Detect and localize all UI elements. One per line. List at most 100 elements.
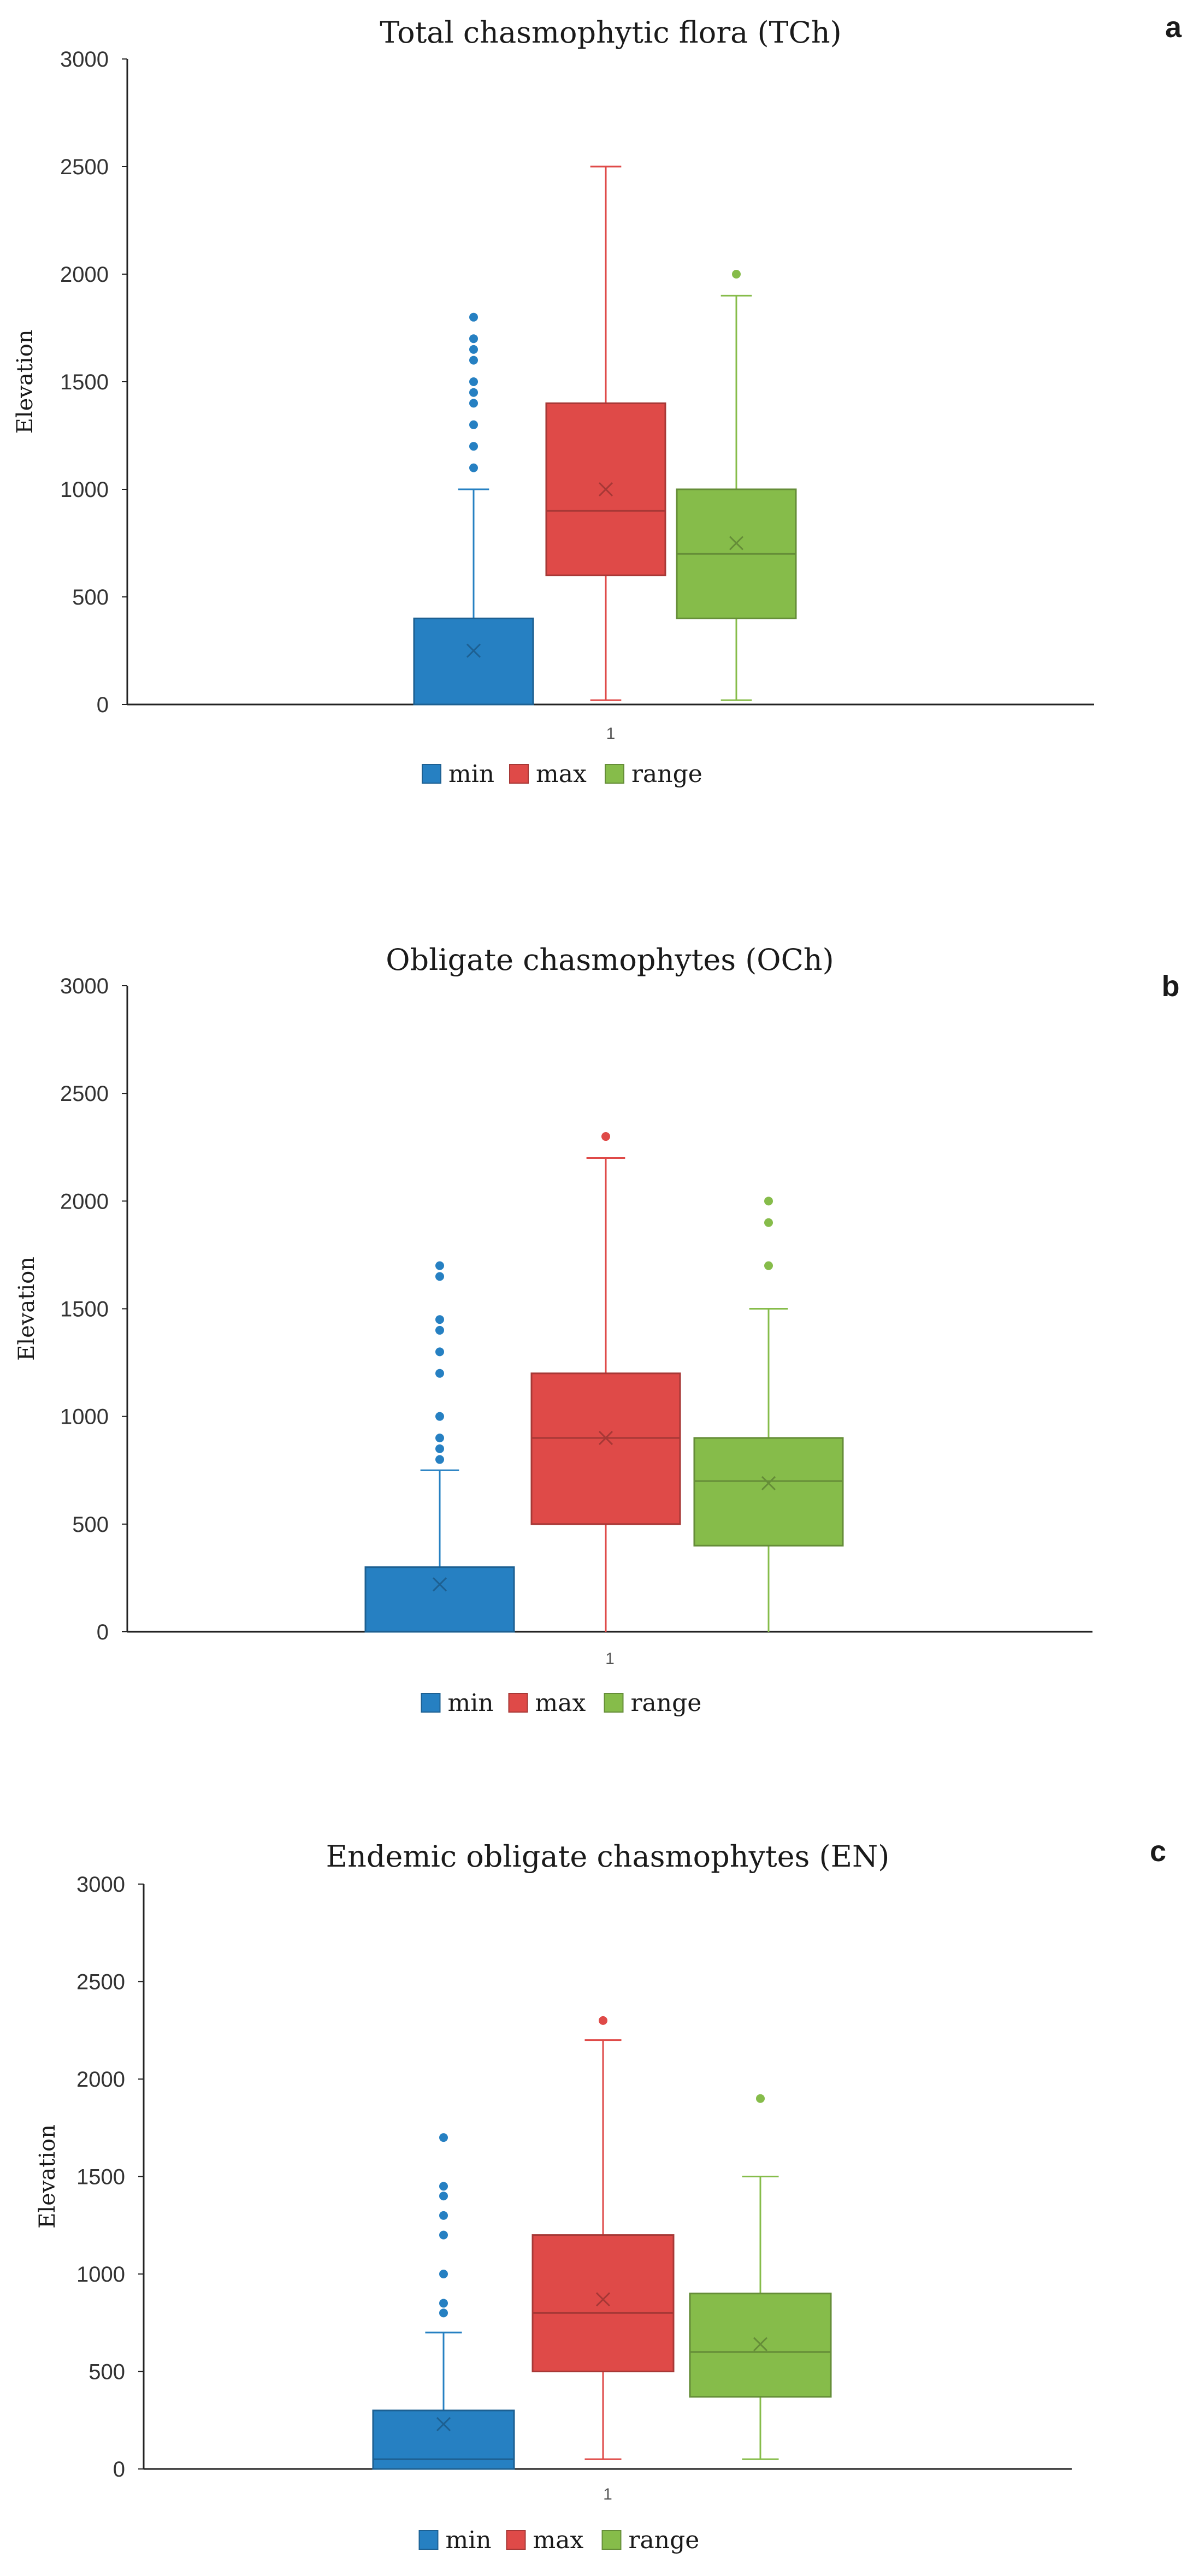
outlier-point bbox=[435, 1455, 444, 1464]
outlier-point bbox=[599, 2016, 607, 2025]
outlier-point bbox=[469, 442, 478, 451]
mean-marker bbox=[753, 2337, 768, 2352]
outlier-point bbox=[732, 270, 741, 279]
y-tick-label: 2500 bbox=[76, 1970, 125, 1994]
outlier-point bbox=[439, 2299, 448, 2308]
outlier-point bbox=[469, 388, 478, 397]
y-tick-label: 0 bbox=[113, 2457, 125, 2482]
boxplot-panel-c: Endemic obligate chasmophytes (EN) c Eleva… bbox=[35, 1835, 1166, 2554]
boxplot-panel-a: Total chasmophytic flora (TCh) a Elevation… bbox=[13, 11, 1182, 788]
legend-swatch-range bbox=[605, 764, 624, 784]
series-range bbox=[689, 2094, 832, 2460]
legend-label-max: max bbox=[535, 1689, 586, 1717]
legend-swatch-range bbox=[601, 2530, 622, 2550]
box-max bbox=[530, 1372, 681, 1525]
panel-label: c bbox=[1150, 1835, 1166, 1868]
mean-marker bbox=[598, 1431, 613, 1446]
panel-label: b bbox=[1162, 970, 1180, 1003]
outlier-point bbox=[469, 399, 478, 408]
y-tick-label: 500 bbox=[72, 585, 109, 609]
legend-swatch-max bbox=[508, 1693, 528, 1713]
legend-label-range: range bbox=[631, 760, 702, 788]
mean-marker bbox=[436, 2417, 451, 2431]
box-min bbox=[413, 617, 534, 706]
outlier-point bbox=[435, 1315, 444, 1324]
series-range bbox=[693, 1197, 844, 1632]
y-tick-label: 1000 bbox=[76, 2263, 125, 2287]
outlier-point bbox=[439, 2182, 448, 2191]
y-tick-label: 2500 bbox=[60, 155, 109, 179]
outlier-point bbox=[764, 1218, 773, 1227]
outlier-point bbox=[469, 463, 478, 472]
y-tick-label: 1000 bbox=[60, 478, 109, 502]
mean-marker bbox=[432, 1577, 447, 1592]
mean-marker bbox=[598, 482, 613, 497]
legend-swatch-min bbox=[422, 764, 441, 784]
series-max bbox=[530, 1132, 681, 1632]
legend-label-range: range bbox=[631, 1689, 702, 1717]
series-max bbox=[545, 165, 666, 701]
box-max bbox=[531, 2234, 675, 2373]
series-range bbox=[676, 270, 797, 701]
outlier-point bbox=[439, 2211, 448, 2220]
y-tick-label: 3000 bbox=[76, 1873, 125, 1897]
legend-swatch-max bbox=[509, 764, 529, 784]
box-min bbox=[364, 1566, 515, 1633]
y-tick-label: 1500 bbox=[60, 1298, 109, 1322]
legend-swatch-max bbox=[506, 2530, 526, 2550]
mean-marker bbox=[729, 536, 744, 550]
outlier-point bbox=[435, 1325, 444, 1335]
legend-swatch-min bbox=[421, 1693, 441, 1713]
y-tick-label: 1500 bbox=[76, 2165, 125, 2189]
legend-label-max: max bbox=[536, 760, 587, 788]
chart-title: Obligate chasmophytes (OCh) bbox=[386, 943, 834, 977]
outlier-point bbox=[439, 2230, 448, 2240]
outlier-point bbox=[439, 2308, 448, 2318]
series-max bbox=[531, 2016, 675, 2460]
chart-title: Total chasmophytic flora (TCh) bbox=[380, 15, 842, 50]
mean-marker bbox=[466, 643, 481, 658]
box-min bbox=[372, 2409, 515, 2470]
outlier-point bbox=[764, 1197, 773, 1206]
legend-label-range: range bbox=[629, 2526, 700, 2554]
y-tick-label: 1000 bbox=[60, 1405, 109, 1429]
outlier-point bbox=[435, 1444, 444, 1453]
y-axis-label: Elevation bbox=[35, 2124, 60, 2229]
y-tick-label: 0 bbox=[97, 693, 109, 717]
legend-label-min: min bbox=[448, 760, 494, 788]
outlier-point bbox=[435, 1261, 444, 1270]
outlier-point bbox=[435, 1369, 444, 1378]
outlier-point bbox=[469, 312, 478, 322]
y-tick-label: 3000 bbox=[60, 48, 109, 72]
y-tick-label: 3000 bbox=[60, 974, 109, 998]
series-min bbox=[372, 2133, 515, 2470]
outlier-point bbox=[435, 1412, 444, 1421]
outlier-point bbox=[469, 345, 478, 354]
outlier-point bbox=[435, 1272, 444, 1281]
outlier-point bbox=[469, 377, 478, 386]
box-range bbox=[693, 1437, 844, 1547]
outlier-point bbox=[601, 1132, 610, 1141]
x-tick-label: 1 bbox=[605, 1650, 615, 1668]
y-axis-label: Elevation bbox=[14, 1257, 39, 1361]
boxplot-panel-b: Obligate chasmophytes (OCh) b Elevation 0 50… bbox=[14, 943, 1180, 1717]
outlier-point bbox=[764, 1261, 773, 1270]
legend-label-min: min bbox=[448, 1689, 494, 1717]
outlier-point bbox=[435, 1434, 444, 1443]
outlier-point bbox=[439, 2192, 448, 2201]
y-tick-label: 1500 bbox=[60, 370, 109, 394]
y-tick-label: 2000 bbox=[60, 263, 109, 287]
outlier-point bbox=[435, 1347, 444, 1357]
outlier-point bbox=[469, 334, 478, 344]
mean-marker bbox=[595, 2292, 611, 2307]
legend-swatch-min bbox=[418, 2530, 439, 2550]
chart-title: Endemic obligate chasmophytes (EN) bbox=[326, 1839, 890, 1874]
legend-swatch-range bbox=[604, 1693, 624, 1713]
y-tick-label: 500 bbox=[72, 1513, 109, 1537]
x-tick-label: 1 bbox=[603, 2485, 612, 2503]
y-tick-label: 0 bbox=[97, 1620, 109, 1644]
series-min bbox=[413, 312, 534, 706]
outlier-point bbox=[439, 2133, 448, 2142]
x-tick-label: 1 bbox=[606, 725, 616, 743]
